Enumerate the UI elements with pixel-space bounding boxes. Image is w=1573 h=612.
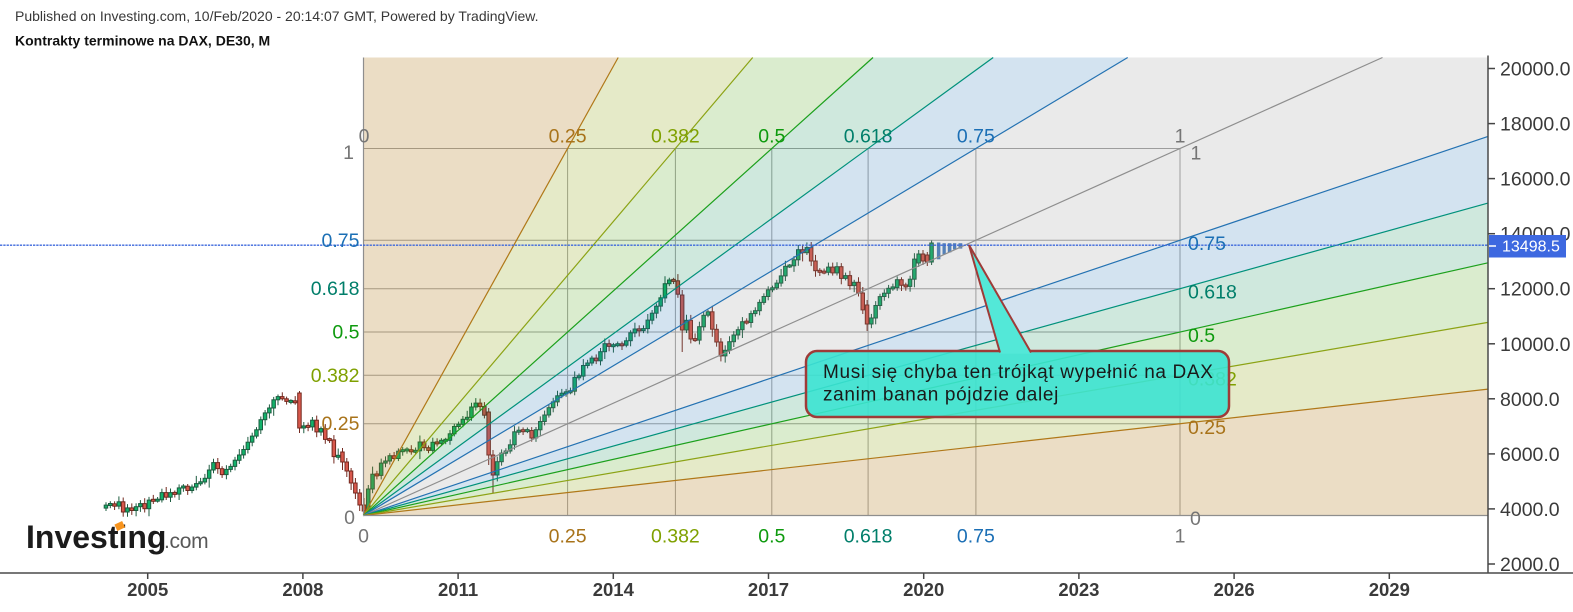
svg-text:2029: 2029 [1369,579,1410,600]
svg-text:0.618: 0.618 [844,126,893,148]
svg-text:Kontrakty terminowe na DAX, DE: Kontrakty terminowe na DAX, DE30, M [15,33,270,49]
svg-text:0.75: 0.75 [1188,233,1226,255]
svg-text:0.5: 0.5 [758,126,785,148]
svg-text:2017: 2017 [748,579,789,600]
svg-text:10000.0: 10000.0 [1500,334,1571,356]
svg-text:Investing: Investing [26,519,166,555]
svg-text:0.382: 0.382 [651,526,700,548]
svg-text:Published on Investing.com, 10: Published on Investing.com, 10/Feb/2020 … [15,8,539,24]
svg-text:20000.0: 20000.0 [1500,59,1571,81]
svg-text:12000.0: 12000.0 [1500,279,1571,301]
svg-text:.com: .com [164,530,208,553]
svg-text:0.25: 0.25 [322,413,360,435]
svg-text:0.618: 0.618 [1188,282,1237,304]
svg-text:6000.0: 6000.0 [1500,444,1560,466]
svg-text:0.75: 0.75 [322,230,360,252]
svg-text:0.382: 0.382 [311,365,360,387]
svg-text:Musi się chyba ten trójkąt wyp: Musi się chyba ten trójkąt wypełnić na D… [823,362,1214,383]
svg-text:16000.0: 16000.0 [1500,169,1571,191]
svg-text:0.5: 0.5 [332,322,359,344]
svg-text:2014: 2014 [593,579,635,600]
svg-text:0.5: 0.5 [1188,325,1215,347]
svg-text:2005: 2005 [127,579,168,600]
svg-text:0: 0 [359,126,370,148]
svg-text:0.618: 0.618 [844,526,893,548]
svg-text:1: 1 [1175,126,1186,148]
svg-text:2000.0: 2000.0 [1500,554,1560,576]
svg-text:1: 1 [343,142,354,164]
svg-text:0.75: 0.75 [957,126,995,148]
svg-text:18000.0: 18000.0 [1500,114,1571,136]
svg-text:1: 1 [1175,526,1186,548]
svg-text:0: 0 [358,526,369,548]
svg-text:13498.5: 13498.5 [1502,239,1560,256]
svg-text:4000.0: 4000.0 [1500,499,1560,521]
svg-text:0.75: 0.75 [957,526,995,548]
svg-text:0: 0 [1190,508,1201,530]
svg-text:2011: 2011 [438,579,478,600]
svg-text:0.25: 0.25 [1188,417,1226,439]
svg-text:1: 1 [1191,143,1202,165]
svg-text:0.618: 0.618 [311,278,360,300]
svg-text:2020: 2020 [903,579,944,600]
svg-text:2008: 2008 [282,579,323,600]
svg-text:0.25: 0.25 [549,126,587,148]
svg-text:0.25: 0.25 [549,526,587,548]
svg-text:0: 0 [344,507,355,529]
svg-text:zanim banan pójdzie dalej: zanim banan pójdzie dalej [823,385,1059,406]
svg-text:8000.0: 8000.0 [1500,389,1560,411]
svg-text:0.5: 0.5 [758,526,785,548]
svg-text:0.382: 0.382 [651,126,700,148]
svg-text:2023: 2023 [1058,579,1099,600]
svg-text:2026: 2026 [1214,579,1255,600]
